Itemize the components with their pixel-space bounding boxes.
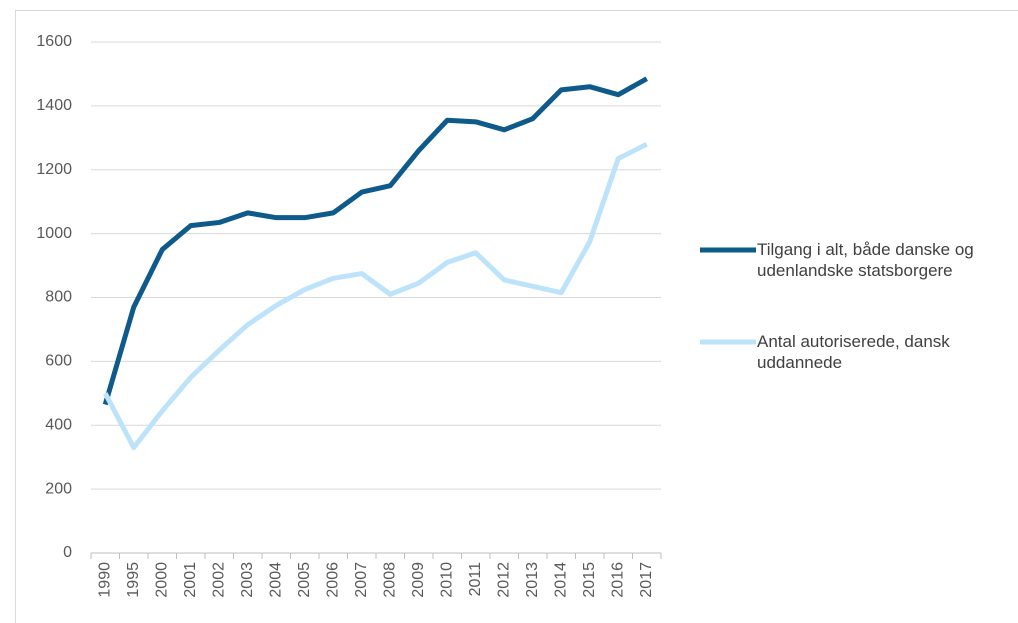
- x-tick-label: 2014: [552, 562, 569, 598]
- x-tick-label: 2008: [381, 562, 398, 598]
- y-tick-label: 1200: [36, 161, 72, 178]
- x-tick-label: 2011: [467, 562, 484, 597]
- x-tick-label: 2012: [495, 562, 512, 598]
- y-tick-label: 400: [45, 416, 72, 433]
- x-tick-label: 2013: [524, 562, 541, 598]
- x-tick-label: 2001: [182, 562, 199, 598]
- y-tick-label: 1400: [36, 97, 72, 114]
- chart-frame: [15, 10, 1018, 623]
- x-tick-label: 2000: [153, 562, 170, 598]
- y-tick-label: 0: [63, 544, 72, 561]
- x-tick-label: 2003: [239, 562, 256, 598]
- x-tick-label: 2006: [324, 562, 341, 598]
- x-tick-label: 2015: [581, 562, 598, 598]
- y-tick-label: 200: [45, 480, 72, 497]
- legend-label: Tilgang i alt, både danske og udenlandsk…: [757, 240, 974, 280]
- x-tick-label: 2010: [438, 562, 455, 598]
- x-tick-label: 2009: [410, 562, 427, 598]
- legend-label: Antal autoriserede, dansk uddannede: [757, 332, 950, 372]
- y-tick-label: 800: [45, 289, 72, 306]
- line-series: [103, 141, 648, 451]
- x-tick-label: 2016: [609, 562, 626, 598]
- x-tick-label: 2007: [353, 562, 370, 598]
- y-tick-label: 1600: [36, 33, 72, 50]
- line-series: [102, 76, 648, 406]
- y-tick-label: 600: [45, 353, 72, 370]
- x-tick-label: 1995: [125, 562, 142, 598]
- x-tick-label: 2002: [210, 562, 227, 598]
- y-tick-label: 1000: [36, 225, 72, 242]
- x-tick-label: 2017: [638, 562, 655, 598]
- x-tick-label: 1990: [96, 562, 113, 598]
- x-tick-label: 2004: [267, 562, 284, 598]
- x-tick-label: 2005: [296, 562, 313, 598]
